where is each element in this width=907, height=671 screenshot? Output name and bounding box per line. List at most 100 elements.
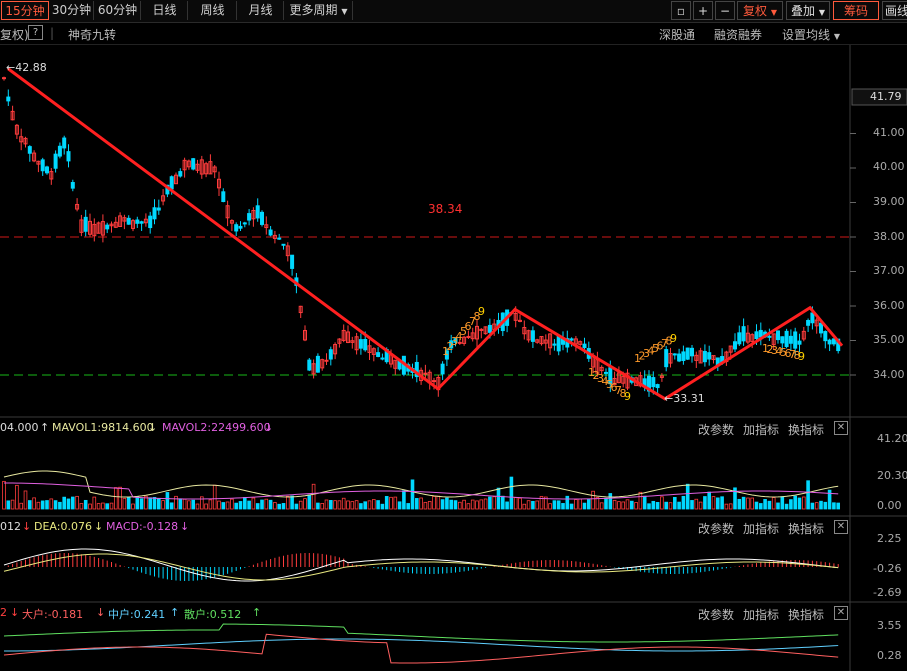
volume-bar (212, 484, 217, 510)
zoom-in-button[interactable]: + (693, 1, 713, 20)
candle-body (380, 357, 385, 360)
candle-body (135, 219, 140, 224)
nine-turn-up: 9 (670, 332, 677, 345)
candle-body (208, 161, 213, 175)
candle-body (242, 222, 247, 225)
candle-body (767, 335, 772, 338)
candle-body (186, 160, 191, 168)
volume-bar (182, 498, 187, 510)
edit-params-button[interactable]: 改参数 (698, 423, 735, 437)
zoom-out-button[interactable]: − (715, 1, 735, 20)
volume-bar (466, 503, 471, 510)
volume-bar (612, 499, 617, 510)
candle-body (681, 351, 686, 361)
candle-body (10, 110, 15, 121)
fuquan-status: 复权) (0, 28, 29, 42)
margin-trading-link[interactable]: 融资融券 (714, 28, 763, 42)
switch-indicator-button[interactable]: 换指标 (788, 608, 825, 622)
switch-indicator-button[interactable]: 换指标 (788, 423, 825, 437)
candle-body (453, 338, 458, 343)
volume-bar (346, 500, 350, 510)
nine-turn-up: 7 (469, 315, 476, 328)
candle-body (285, 245, 290, 257)
chips-button[interactable]: 筹码 (833, 1, 879, 20)
ma-settings-dropdown[interactable]: 设置均线 ▼ (782, 28, 840, 42)
close-icon[interactable]: ✕ (834, 606, 848, 620)
volume-bar (655, 502, 660, 510)
more-periods-dropdown[interactable]: 更多周期 ▼ (285, 1, 353, 20)
volume-bar (217, 500, 221, 510)
volume-bar (544, 496, 548, 510)
candle-body (647, 375, 651, 392)
volume-bar (621, 501, 625, 510)
indicator-name[interactable]: 神奇九转 (68, 28, 117, 42)
help-icon[interactable]: ? (28, 25, 43, 40)
price-tick: 34.00 (873, 368, 905, 381)
nine-turn-up: 4 (648, 345, 655, 358)
candle-body (814, 319, 819, 327)
fuquan-dropdown[interactable]: 复权 ▼ (737, 1, 783, 20)
nine-turn-up: 8 (474, 310, 481, 323)
period-30min-tab[interactable]: 30分钟 (50, 1, 94, 20)
chevron-down-icon: ▼ (770, 8, 777, 17)
candle-body (105, 224, 110, 230)
candle-body (578, 341, 583, 345)
edit-params-button[interactable]: 改参数 (698, 522, 735, 536)
volume-bar (307, 494, 312, 510)
nine-turn-down: 8 (794, 349, 801, 362)
nine-turn-down: 2 (767, 343, 774, 356)
close-icon[interactable]: ✕ (834, 520, 848, 534)
volume-bar (79, 503, 84, 510)
low-price-label: ←33.31 (664, 392, 705, 405)
volume-bar (784, 503, 789, 510)
candle-body (664, 349, 669, 368)
add-indicator-button[interactable]: 加指标 (743, 608, 780, 622)
volume-bar (539, 496, 544, 510)
volume-bar (802, 496, 806, 510)
switch-indicator-button[interactable]: 换指标 (788, 522, 825, 536)
edit-params-button[interactable]: 改参数 (698, 608, 735, 622)
draw-line-button[interactable]: 画线 (882, 1, 907, 20)
volume-bar (651, 500, 656, 510)
macd-label: MACD:-0.128 (106, 520, 179, 533)
candle-body (83, 216, 88, 232)
candle-body (122, 217, 127, 222)
volume-bar (66, 498, 71, 510)
volume-bar (6, 500, 11, 510)
volume-bar (393, 496, 398, 510)
candle-body (823, 331, 828, 342)
candle-body (307, 359, 312, 371)
volume-bar (806, 480, 810, 510)
volume-bar (384, 496, 389, 510)
volume-bar (617, 501, 621, 510)
volume-bar (793, 495, 797, 510)
candle-body (191, 158, 196, 170)
candle-body (819, 322, 823, 334)
nine-turn-down: 9 (624, 390, 631, 403)
arrow-up-icon: ↑ (40, 421, 50, 434)
period-week-tab[interactable]: 周线 (189, 1, 237, 20)
period-month-tab[interactable]: 月线 (238, 1, 284, 20)
add-indicator-button[interactable]: 加指标 (743, 522, 780, 536)
nine-turn-up: 8 (666, 335, 673, 348)
volume-bar (294, 503, 299, 510)
volume-bar (238, 501, 243, 510)
volume-bar (492, 496, 496, 510)
volume-bar (440, 499, 445, 510)
add-indicator-button[interactable]: 加指标 (743, 423, 780, 437)
candle-body (354, 336, 359, 351)
volume-bar (144, 495, 148, 510)
volume-bar (741, 496, 746, 510)
candle-body (479, 328, 484, 331)
volume-bar (114, 487, 118, 510)
dea-line (3, 553, 839, 581)
period-day-tab[interactable]: 日线 (142, 1, 188, 20)
period-15min-tab[interactable]: 15分钟 (1, 1, 49, 20)
period-60min-tab[interactable]: 60分钟 (95, 1, 141, 20)
overlay-dropdown[interactable]: 叠加 ▼ (786, 1, 830, 20)
volume-bar (178, 498, 183, 510)
close-icon[interactable]: ✕ (834, 421, 848, 435)
lock-button[interactable]: ▫ (671, 1, 691, 20)
hk-connect-link[interactable]: 深股通 (659, 28, 696, 42)
